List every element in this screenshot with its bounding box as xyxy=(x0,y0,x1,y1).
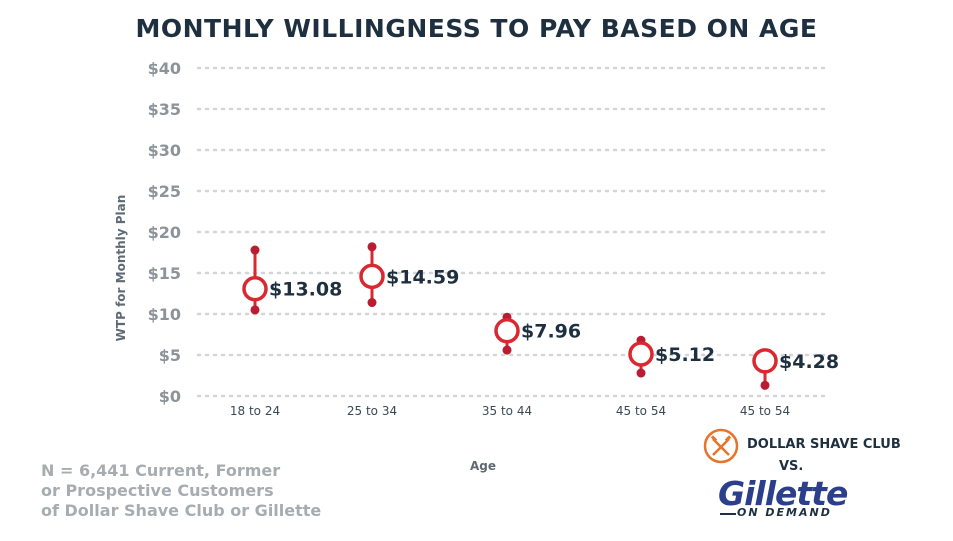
x-tick-labels: 18 to 24 25 to 34 35 to 44 45 to 54 45 to 54 xyxy=(230,404,790,418)
x-axis-label: Age xyxy=(470,459,496,473)
mean-point xyxy=(628,341,654,367)
mean-point xyxy=(494,317,520,344)
y-tick-label: $0 xyxy=(159,387,181,406)
lower-range-dot xyxy=(760,380,770,390)
value-label: $14.59 xyxy=(386,266,459,288)
y-tick-label: $20 xyxy=(148,223,181,242)
y-tick-label: $15 xyxy=(148,264,181,283)
mean-point xyxy=(359,263,385,290)
data-marks: $13.08 $14.59 $7.96 $5.12 $4.28 xyxy=(242,242,839,390)
y-tick-label: $30 xyxy=(148,141,181,160)
x-tick-label: 35 to 44 xyxy=(482,404,532,418)
x-tick-label: 18 to 24 xyxy=(230,404,280,418)
x-tick-label: 25 to 34 xyxy=(347,404,397,418)
razor-emblem-icon xyxy=(703,428,739,464)
note-line-3: of Dollar Shave Club or Gillette xyxy=(41,501,322,520)
mean-point xyxy=(242,275,268,302)
x-tick-label: 45 to 54 xyxy=(616,404,666,418)
gillette-wordmark: Gillette xyxy=(718,474,848,513)
lower-range-dot xyxy=(636,368,646,378)
y-tick-labels: $0 $5 $10 $15 $20 $25 $30 $35 $40 xyxy=(148,59,181,406)
value-label: $5.12 xyxy=(655,344,715,366)
sample-size-note: N = 6,441 Current, Former or Prospective… xyxy=(41,461,331,521)
y-tick-label: $10 xyxy=(148,305,181,324)
upper-range-dot xyxy=(250,245,260,255)
on-demand-wordmark: ON DEMAND xyxy=(737,506,832,519)
chart-title: MONTHLY WILLINGNESS TO PAY BASED ON AGE xyxy=(135,14,818,43)
value-label: $4.28 xyxy=(779,351,839,373)
y-tick-label: $35 xyxy=(148,100,181,119)
y-tick-label: $25 xyxy=(148,182,181,201)
x-tick-label: 45 to 54 xyxy=(740,404,790,418)
versus-label: VS. xyxy=(779,459,804,474)
lower-range-dot xyxy=(250,305,260,315)
note-line-2: or Prospective Customers xyxy=(41,481,274,500)
dsc-wordmark: DOLLAR SHAVE CLUB xyxy=(747,437,901,452)
note-line-1: N = 6,441 Current, Former xyxy=(41,461,281,480)
y-tick-label: $5 xyxy=(159,346,181,365)
on-demand-rule xyxy=(720,513,736,515)
value-label: $13.08 xyxy=(269,279,342,301)
upper-range-dot xyxy=(367,242,377,252)
gridlines xyxy=(196,66,832,398)
value-label: $7.96 xyxy=(521,321,581,343)
y-axis-label: WTP for Monthly Plan xyxy=(114,195,128,342)
lower-range-dot xyxy=(502,345,512,355)
y-tick-label: $40 xyxy=(148,59,181,78)
mean-point xyxy=(752,348,778,374)
dollar-shave-club-logo: DOLLAR SHAVE CLUB xyxy=(703,428,913,464)
lower-range-dot xyxy=(367,298,377,308)
